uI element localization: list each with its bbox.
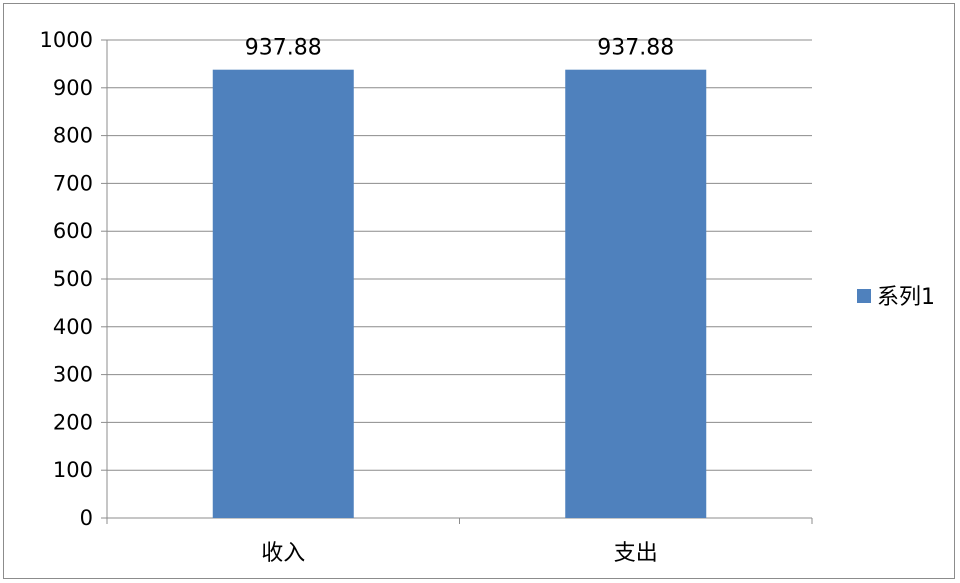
bar-2 <box>565 69 707 518</box>
legend-label-series-1: 系列1 <box>877 285 935 310</box>
data-label-2: 937.88 <box>597 36 674 61</box>
y-tick-label: 1000 <box>40 28 93 52</box>
y-tick-label: 100 <box>53 458 93 482</box>
data-label-1: 937.88 <box>245 36 322 61</box>
x-axis-categories: 收入 支出 <box>261 541 658 566</box>
y-tick-label: 700 <box>53 171 93 195</box>
data-labels: 937.88 937.88 <box>245 36 674 61</box>
y-tick-label: 400 <box>53 315 93 339</box>
x-category-label-2: 支出 <box>614 541 658 566</box>
legend: 系列1 <box>857 285 935 310</box>
y-axis-ticks: 0 100 200 300 400 500 600 700 800 900 1000 <box>40 28 93 530</box>
x-category-label-1: 收入 <box>261 541 305 566</box>
y-tick-label: 500 <box>53 267 93 291</box>
y-tick-label: 800 <box>53 124 93 148</box>
y-tick-label: 600 <box>53 219 93 243</box>
legend-swatch-series-1 <box>857 289 871 303</box>
y-tick-label: 200 <box>53 410 93 434</box>
chart-frame <box>3 3 955 579</box>
bar-1 <box>212 69 354 518</box>
y-tick-label: 900 <box>53 76 93 100</box>
bars <box>212 69 707 518</box>
y-tick-label: 300 <box>53 363 93 387</box>
y-tick-label: 0 <box>80 506 93 530</box>
